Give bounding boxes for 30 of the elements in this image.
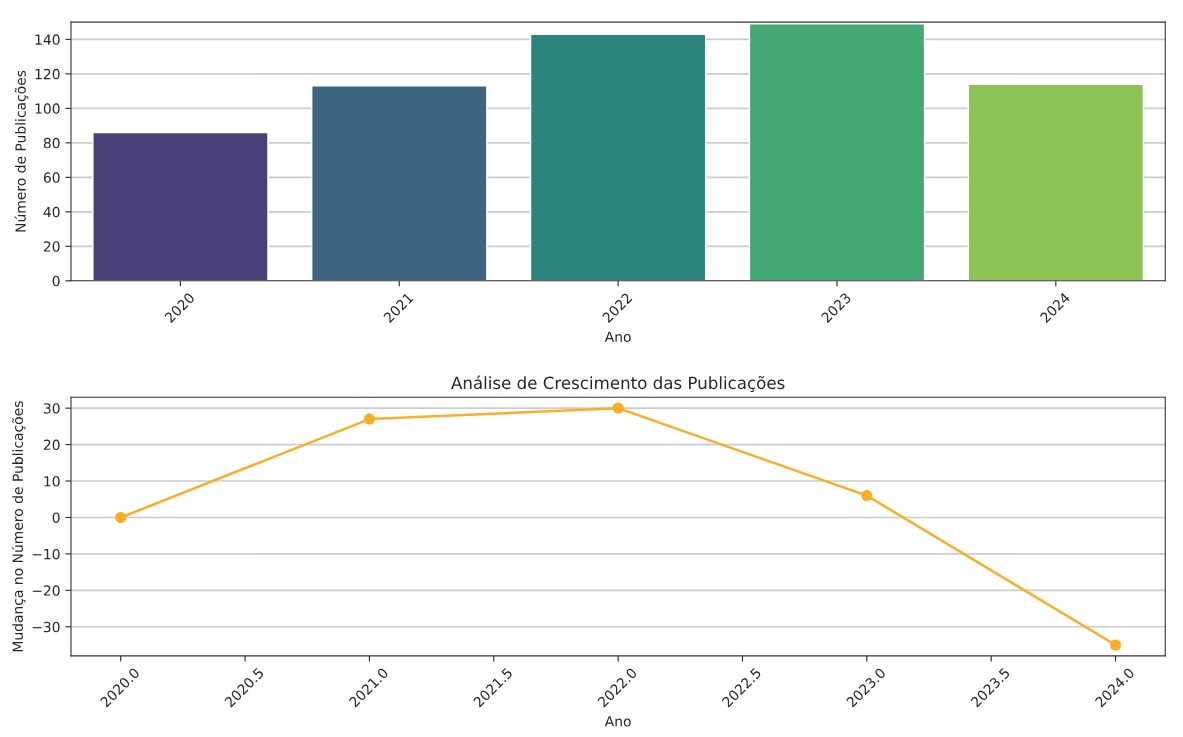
y-tick-label: −20 — [32, 585, 60, 596]
y-tick-label: 20 — [43, 241, 60, 252]
y-axis-title: Mudança no Número de Publicações — [11, 401, 26, 652]
y-tick-label: 60 — [43, 172, 60, 183]
x-axis-title: Ano — [604, 716, 631, 727]
y-tick-label: 80 — [43, 137, 60, 149]
y-tick-label: −10 — [32, 548, 60, 560]
y-tick-label: −30 — [32, 621, 60, 633]
y-tick-label: 40 — [43, 206, 60, 218]
chart-title: Análise de Crescimento das Publicações — [451, 375, 785, 393]
y-tick-label: 30 — [43, 403, 60, 414]
bar — [748, 23, 926, 281]
point — [1109, 639, 1122, 651]
y-tick-label: 120 — [35, 68, 60, 80]
bar — [311, 85, 488, 281]
bar — [92, 131, 269, 281]
point — [115, 511, 127, 524]
bar — [967, 83, 1145, 281]
y-tick-label: 140 — [35, 34, 60, 45]
point — [861, 490, 873, 502]
y-tick-label: 0 — [52, 512, 60, 523]
point — [612, 402, 624, 414]
y-axis-title: Número de Publicações — [14, 70, 29, 232]
bar — [529, 33, 707, 281]
y-tick-label: 0 — [52, 275, 60, 287]
x-axis-title: Ano — [604, 331, 631, 343]
y-tick-label: 20 — [43, 439, 60, 451]
y-tick-label: 100 — [35, 103, 60, 114]
point — [363, 413, 375, 425]
y-tick-label: 10 — [44, 476, 60, 487]
